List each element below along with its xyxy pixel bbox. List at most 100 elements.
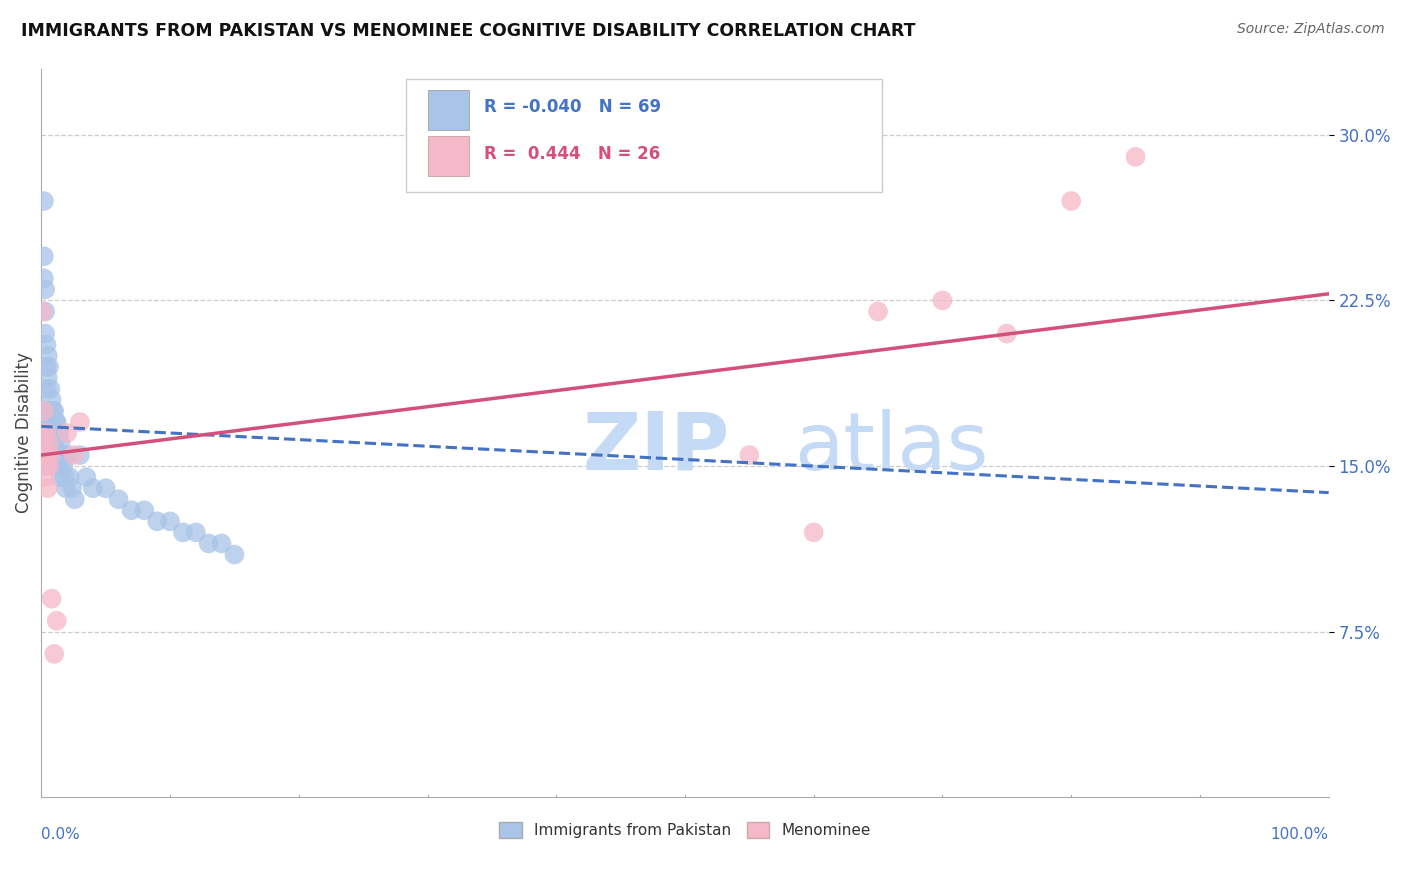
Text: Source: ZipAtlas.com: Source: ZipAtlas.com bbox=[1237, 22, 1385, 37]
Point bbox=[803, 525, 825, 540]
Point bbox=[48, 425, 70, 440]
Point bbox=[42, 437, 65, 451]
Point bbox=[134, 503, 156, 517]
Point bbox=[1125, 150, 1147, 164]
Point bbox=[39, 415, 62, 429]
Point bbox=[31, 448, 53, 462]
Point bbox=[45, 448, 67, 462]
Point bbox=[63, 492, 86, 507]
Point bbox=[159, 514, 181, 528]
Point bbox=[44, 647, 66, 661]
Text: ZIP: ZIP bbox=[582, 409, 730, 486]
Point bbox=[35, 448, 58, 462]
Point bbox=[37, 349, 59, 363]
Point bbox=[31, 437, 53, 451]
Point bbox=[31, 304, 53, 318]
Text: 0.0%: 0.0% bbox=[41, 827, 80, 842]
FancyBboxPatch shape bbox=[406, 79, 882, 193]
Point bbox=[39, 437, 62, 451]
Point bbox=[1060, 194, 1083, 208]
Point bbox=[38, 425, 60, 440]
Point bbox=[52, 459, 75, 474]
Point bbox=[37, 425, 59, 440]
Text: 100.0%: 100.0% bbox=[1271, 827, 1329, 842]
Bar bbox=[427, 136, 468, 177]
Point bbox=[44, 415, 66, 429]
Point bbox=[46, 459, 69, 474]
Point bbox=[34, 415, 56, 429]
Point bbox=[34, 304, 56, 318]
Point bbox=[32, 404, 55, 418]
Point bbox=[94, 481, 117, 495]
Point bbox=[41, 392, 63, 407]
Bar bbox=[427, 90, 468, 130]
Point bbox=[931, 293, 953, 308]
Point bbox=[34, 448, 56, 462]
Point bbox=[32, 194, 55, 208]
Point bbox=[41, 425, 63, 440]
Point bbox=[38, 404, 60, 418]
Point bbox=[31, 425, 53, 440]
Point bbox=[46, 425, 69, 440]
Point bbox=[34, 470, 56, 484]
Point bbox=[868, 304, 890, 318]
Point bbox=[44, 437, 66, 451]
Point bbox=[34, 326, 56, 341]
Point bbox=[31, 459, 53, 474]
Point bbox=[39, 448, 62, 462]
Text: atlas: atlas bbox=[794, 409, 988, 486]
Point bbox=[45, 415, 67, 429]
Point bbox=[211, 536, 233, 550]
Point bbox=[34, 425, 56, 440]
Point bbox=[37, 448, 59, 462]
Point bbox=[738, 448, 761, 462]
Point bbox=[48, 459, 70, 474]
Y-axis label: Cognitive Disability: Cognitive Disability bbox=[15, 352, 32, 514]
Point bbox=[995, 326, 1018, 341]
Point bbox=[35, 337, 58, 351]
Point bbox=[146, 514, 169, 528]
Point bbox=[35, 437, 58, 451]
Point bbox=[38, 459, 60, 474]
Point bbox=[41, 591, 63, 606]
Point bbox=[82, 481, 104, 495]
Point bbox=[35, 459, 58, 474]
Text: R = -0.040   N = 69: R = -0.040 N = 69 bbox=[484, 98, 661, 116]
Point bbox=[42, 404, 65, 418]
Point bbox=[62, 448, 84, 462]
Point bbox=[38, 437, 60, 451]
Point bbox=[107, 492, 129, 507]
Point bbox=[55, 481, 77, 495]
Point bbox=[224, 548, 246, 562]
Point bbox=[49, 470, 72, 484]
Point bbox=[38, 448, 60, 462]
Point bbox=[34, 282, 56, 296]
Point bbox=[35, 425, 58, 440]
Point bbox=[39, 382, 62, 396]
Point bbox=[60, 481, 83, 495]
Text: R =  0.444   N = 26: R = 0.444 N = 26 bbox=[484, 145, 661, 163]
Point bbox=[51, 448, 73, 462]
Point bbox=[75, 470, 97, 484]
Point bbox=[69, 448, 91, 462]
Point bbox=[172, 525, 194, 540]
Point bbox=[32, 249, 55, 263]
Point bbox=[69, 415, 91, 429]
Point bbox=[32, 437, 55, 451]
Point bbox=[37, 404, 59, 418]
Point bbox=[120, 503, 142, 517]
Point bbox=[59, 470, 82, 484]
Point bbox=[53, 470, 76, 484]
Point bbox=[35, 382, 58, 396]
Point bbox=[49, 437, 72, 451]
Point bbox=[34, 448, 56, 462]
Point bbox=[35, 359, 58, 374]
Point bbox=[44, 404, 66, 418]
Point bbox=[184, 525, 207, 540]
Point bbox=[32, 437, 55, 451]
Point bbox=[35, 425, 58, 440]
Point bbox=[37, 481, 59, 495]
Point bbox=[56, 448, 79, 462]
Point bbox=[45, 614, 67, 628]
Point bbox=[37, 370, 59, 384]
